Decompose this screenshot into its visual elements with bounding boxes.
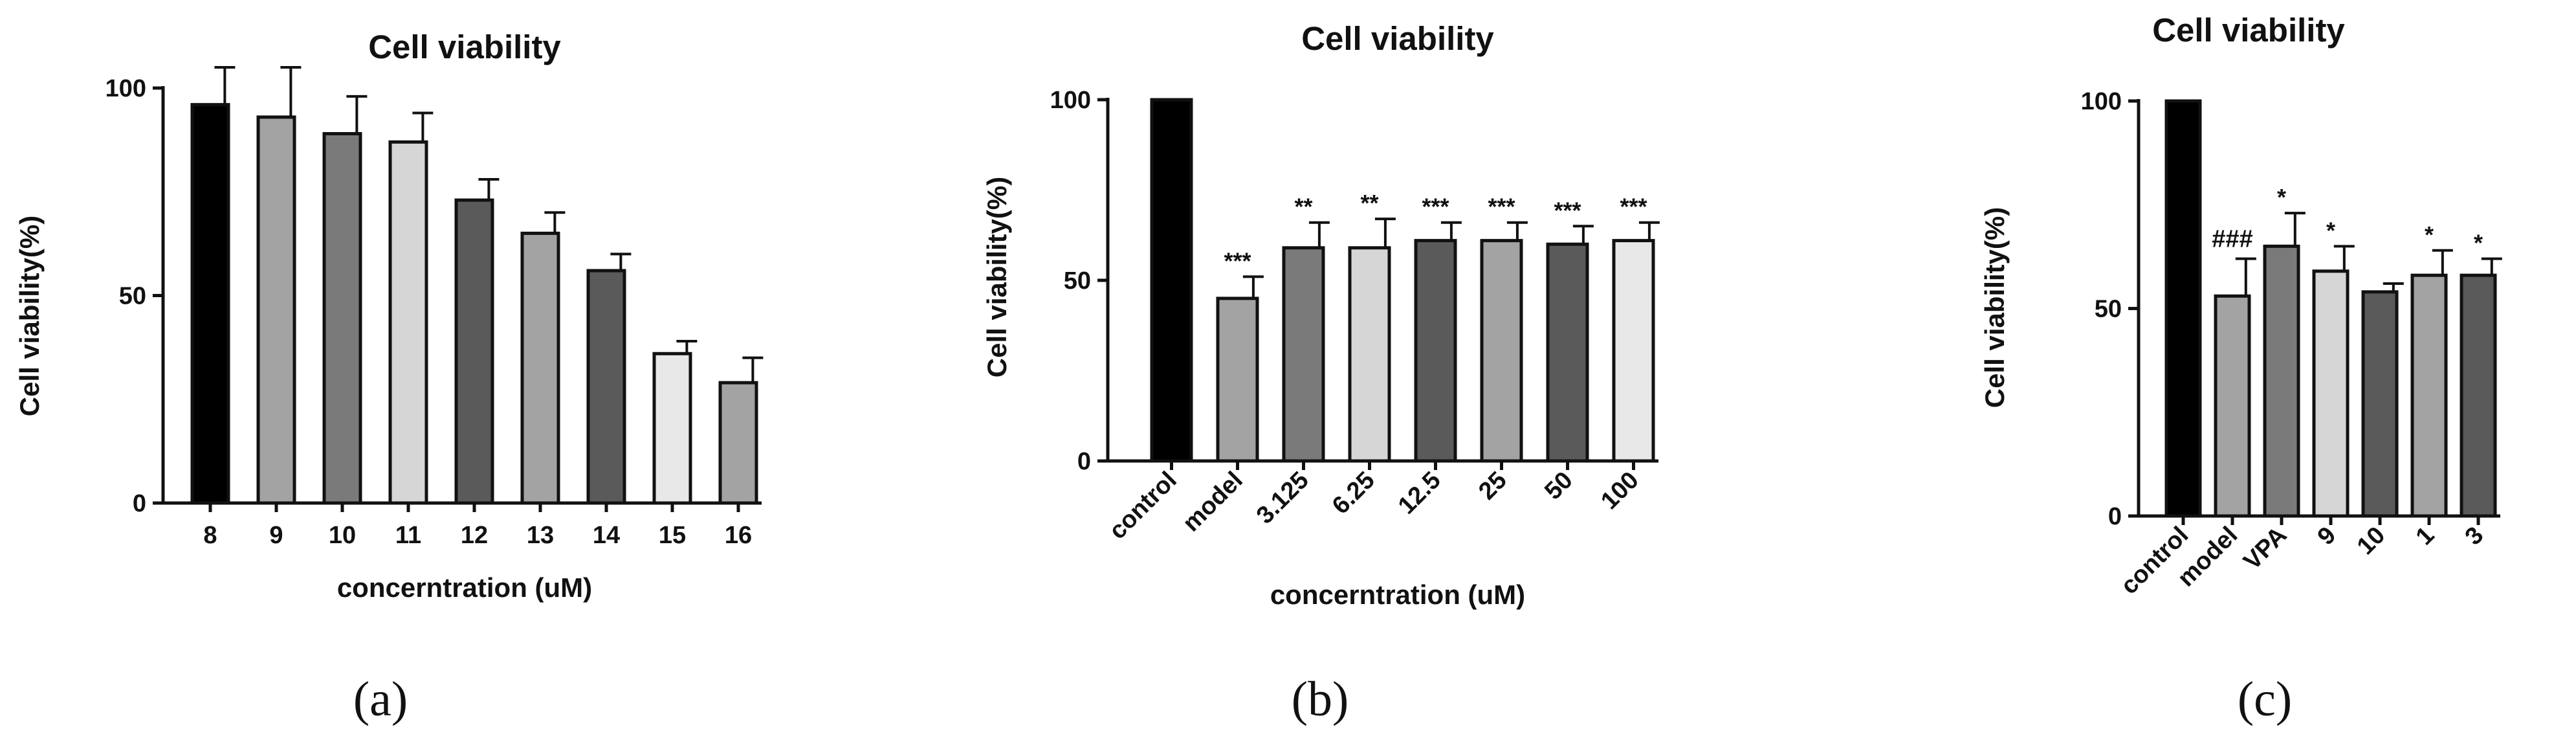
chart-c-y-tick-label: 50 xyxy=(2095,296,2122,323)
chart-b-significance-label: ** xyxy=(1294,194,1312,220)
chart-c-bar xyxy=(2361,290,2399,518)
chart-b-significance-label: *** xyxy=(1620,194,1647,220)
chart-c-bar xyxy=(2410,273,2448,518)
chart-c-title: Cell viability xyxy=(2152,12,2345,49)
chart-c-y-tick-label: 100 xyxy=(2081,88,2122,115)
chart-c-caption: (c) xyxy=(2238,672,2292,726)
chart-b-bar xyxy=(1216,297,1259,463)
chart-a-x-tick-label: 12 xyxy=(461,522,488,549)
chart-b-x-tick-label: model xyxy=(1178,467,1248,537)
chart-c-bar xyxy=(2263,244,2300,518)
chart-a-y-label: Cell viability(%) xyxy=(14,216,45,416)
chart-b-title: Cell viability xyxy=(1301,20,1494,57)
chart-a-bar xyxy=(586,269,626,505)
chart-a-bar xyxy=(256,115,296,505)
chart-b-x-tick-label: 100 xyxy=(1596,467,1644,515)
chart-c-significance-label: * xyxy=(2326,217,2335,243)
chart-b-bar xyxy=(1414,239,1457,463)
chart-b-bar xyxy=(1480,239,1523,463)
chart-c-bar xyxy=(2214,294,2251,518)
chart-b-y-tick-label: 50 xyxy=(1064,267,1091,295)
chart-c-x-tick-label: control xyxy=(2116,522,2194,600)
chart-c-bar xyxy=(2460,273,2497,518)
chart-b-y-label: Cell viability(%) xyxy=(982,177,1012,377)
chart-b-x-tick-label: 50 xyxy=(1539,467,1578,506)
chart-b-bar xyxy=(1546,242,1589,463)
chart-b-y-tick-label: 100 xyxy=(1050,87,1091,114)
chart-c-x-tick-label: 1 xyxy=(2411,522,2440,551)
chart-a-bar xyxy=(190,103,230,505)
chart-c-x-tick-label: 9 xyxy=(2313,522,2342,551)
chart-a-bar xyxy=(718,381,758,505)
chart-c-x-tick-label: 3 xyxy=(2460,522,2489,551)
chart-b-x-tick-label: control xyxy=(1104,467,1182,545)
chart-b: Cell viability Cell viability(%) concern… xyxy=(982,20,1660,726)
chart-a-y-tick-label: 100 xyxy=(105,75,146,102)
chart-c-significance-label: * xyxy=(2425,221,2434,248)
chart-c-y-tick-label: 0 xyxy=(2108,503,2122,530)
chart-b-bar xyxy=(1150,98,1193,463)
chart-b-significance-label: *** xyxy=(1488,194,1515,220)
chart-b-y-tick-label: 0 xyxy=(1077,448,1091,475)
chart-b-x-tick-label: 6.25 xyxy=(1327,467,1380,520)
chart-a-x-tick-label: 16 xyxy=(725,522,752,549)
chart-b-significance-label: ** xyxy=(1360,190,1378,216)
chart-a-bar xyxy=(322,132,362,505)
chart-b-x-label: concerntration (uM) xyxy=(1270,579,1525,610)
chart-a-x-tick-label: 14 xyxy=(593,522,620,549)
chart-a-y-tick-label: 0 xyxy=(133,490,146,517)
chart-b-caption: (b) xyxy=(1292,672,1349,726)
chart-c: Cell viability Cell viability(%) (c) 0 50… xyxy=(1979,12,2502,726)
chart-a-x-tick-label: 13 xyxy=(527,522,554,549)
chart-c-bar xyxy=(2164,99,2202,518)
chart-b-x-tick-label: 25 xyxy=(1473,467,1512,506)
chart-a-x-tick-label: 11 xyxy=(395,522,421,549)
chart-a-title: Cell viability xyxy=(368,28,561,65)
chart-b-bar xyxy=(1282,246,1325,463)
chart-a-bar xyxy=(652,352,692,505)
chart-c-significance-label: ### xyxy=(2212,226,2252,253)
chart-b-bar xyxy=(1612,239,1655,463)
chart-a-caption: (a) xyxy=(353,672,408,726)
chart-a-bar xyxy=(520,231,560,505)
chart-c-significance-label: * xyxy=(2474,230,2483,256)
chart-a-x-tick-label: 8 xyxy=(203,522,217,549)
chart-b-x-tick-label: 12.5 xyxy=(1393,467,1446,520)
chart-b-significance-label: *** xyxy=(1224,247,1251,274)
chart-c-bar xyxy=(2312,269,2350,518)
chart-b-significance-label: *** xyxy=(1422,194,1449,220)
chart-a-x-tick-label: 10 xyxy=(329,522,356,549)
chart-a-x-tick-label: 15 xyxy=(659,522,686,549)
chart-c-x-tick-label: VPA xyxy=(2238,522,2292,576)
chart-b-bar xyxy=(1348,246,1391,463)
chart-c-significance-label: * xyxy=(2277,184,2286,210)
chart-b-x-tick-label: 3.125 xyxy=(1251,467,1314,530)
chart-b-significance-label: *** xyxy=(1554,197,1581,223)
chart-c-y-label: Cell viability(%) xyxy=(1979,207,2010,408)
chart-a-bar xyxy=(388,140,428,505)
chart-a-bar xyxy=(454,198,494,505)
chart-a-x-label: concerntration (uM) xyxy=(337,572,592,603)
chart-c-x-tick-label: 10 xyxy=(2352,522,2391,561)
chart-a: Cell viability Cell viability(%) concern… xyxy=(14,28,764,726)
chart-a-y-tick-label: 50 xyxy=(119,283,146,310)
chart-a-x-tick-label: 9 xyxy=(269,522,283,549)
